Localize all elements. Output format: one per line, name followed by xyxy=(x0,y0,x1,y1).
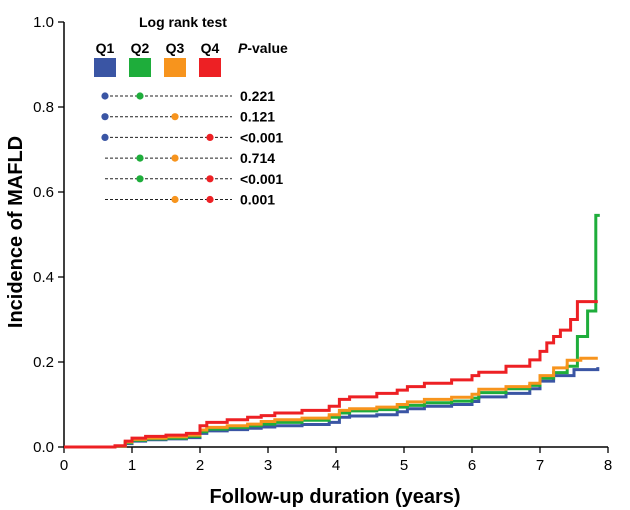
x-tick-label: 6 xyxy=(468,457,476,474)
comparison-pvalue: <0.001 xyxy=(240,171,283,187)
comparison-pvalue: 0.714 xyxy=(240,150,275,166)
pvalue-header-suffix: -value xyxy=(247,40,288,56)
x-tick-label: 8 xyxy=(604,457,612,474)
legend-swatch-q3 xyxy=(164,58,186,77)
x-tick-label: 3 xyxy=(264,457,272,474)
comparison-dot-q2 xyxy=(136,92,144,100)
x-tick-label: 4 xyxy=(332,457,340,474)
x-tick-label: 5 xyxy=(400,457,408,474)
y-tick-label: 0.8 xyxy=(33,99,54,116)
comparison-dot-q3 xyxy=(171,113,179,121)
x-tick-label: 2 xyxy=(196,457,204,474)
legend-label-q3: Q3 xyxy=(166,40,185,56)
legend: Log rank test Q1 Q2 Q3 Q4 P-value 0.221 0.121 <0… xyxy=(94,14,288,208)
legend-title: Log rank test xyxy=(139,14,227,30)
pvalue-header-p: P xyxy=(238,40,248,56)
comparison-dot-q1 xyxy=(101,113,109,121)
comparison-dot-q2 xyxy=(136,154,144,162)
series-line-q3 xyxy=(64,356,598,449)
x-tick-label: 1 xyxy=(128,457,136,474)
legend-label-q1: Q1 xyxy=(96,40,115,56)
legend-swatch-q4 xyxy=(199,58,221,77)
axes: 0 1 2 3 4 5 6 7 8 0.0 0.2 0.4 0.6 0.8 1.0 xyxy=(33,14,612,474)
comparison-dot-q3 xyxy=(171,195,179,204)
comparison-dot-q1 xyxy=(101,133,109,141)
series-layer xyxy=(64,213,600,449)
x-tick-label: 0 xyxy=(60,457,68,474)
comparison-dot-q4 xyxy=(206,175,214,183)
legend-swatch-q1 xyxy=(94,58,116,77)
y-tick-label: 0.0 xyxy=(33,439,54,456)
comparison-pvalue: 0.001 xyxy=(240,192,275,208)
y-tick-label: 0.6 xyxy=(33,184,54,201)
comparison-pvalue: 0.121 xyxy=(240,109,275,125)
legend-label-q2: Q2 xyxy=(131,40,150,56)
y-axis-label: Incidence of MAFLD xyxy=(5,136,27,328)
legend-swatch-q2 xyxy=(129,58,151,77)
x-axis-label: Follow-up duration (years) xyxy=(209,486,460,508)
comparison-pvalue: 0.221 xyxy=(240,88,275,104)
comparison-pvalue: <0.001 xyxy=(240,129,283,145)
comparison-dot-q4 xyxy=(206,195,214,204)
legend-label-q4: Q4 xyxy=(201,40,220,56)
comparison-dot-q2 xyxy=(136,175,144,183)
y-tick-label: 0.4 xyxy=(33,269,54,286)
comparison-dot-q4 xyxy=(206,133,214,141)
y-tick-label: 0.2 xyxy=(33,354,54,371)
series-line-q4 xyxy=(64,300,598,449)
series-line-q2 xyxy=(64,213,600,449)
comparison-dot-q1 xyxy=(101,92,109,100)
y-tick-label: 1.0 xyxy=(33,14,54,31)
x-tick-label: 7 xyxy=(536,457,544,474)
pvalue-header: P-value xyxy=(238,40,288,56)
comparison-dot-q3 xyxy=(171,154,179,162)
